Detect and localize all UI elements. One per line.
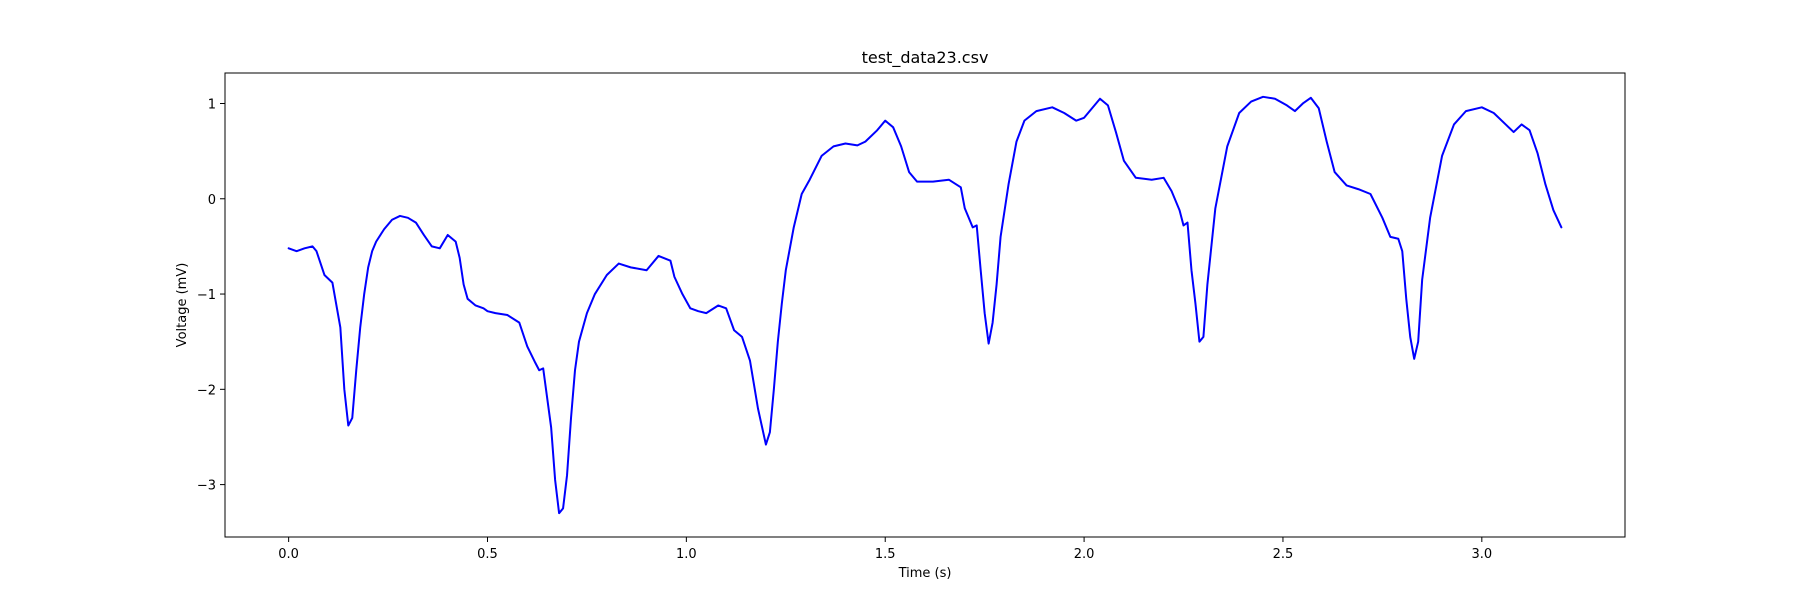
y-tick-label: −2 bbox=[197, 383, 216, 398]
y-tick-label: −3 bbox=[197, 479, 216, 494]
y-tick-label: 0 bbox=[208, 193, 216, 208]
series-line bbox=[287, 95, 1563, 515]
y-tick-label: −1 bbox=[197, 288, 216, 303]
axes-frame bbox=[224, 72, 1626, 538]
x-tick-label: 3.0 bbox=[1471, 547, 1492, 562]
y-tick-label: 1 bbox=[208, 97, 216, 112]
x-tick-label: 1.5 bbox=[875, 547, 896, 562]
x-tick-label: 2.5 bbox=[1273, 547, 1294, 562]
y-axis: −3 −2 −1 0 1 bbox=[197, 97, 225, 494]
x-tick-label: 0.5 bbox=[477, 547, 498, 562]
y-axis-label: Voltage (mV) bbox=[175, 263, 190, 348]
x-axis-label: Time (s) bbox=[898, 566, 952, 581]
chart-title: test_data23.csv bbox=[862, 48, 989, 68]
x-tick-label: 0.0 bbox=[278, 547, 299, 562]
x-tick-label: 1.0 bbox=[676, 547, 697, 562]
x-axis: 0.0 0.5 1.0 1.5 2.0 2.5 3.0 bbox=[278, 537, 1492, 562]
plot-area bbox=[287, 95, 1563, 515]
x-tick-label: 2.0 bbox=[1074, 547, 1095, 562]
